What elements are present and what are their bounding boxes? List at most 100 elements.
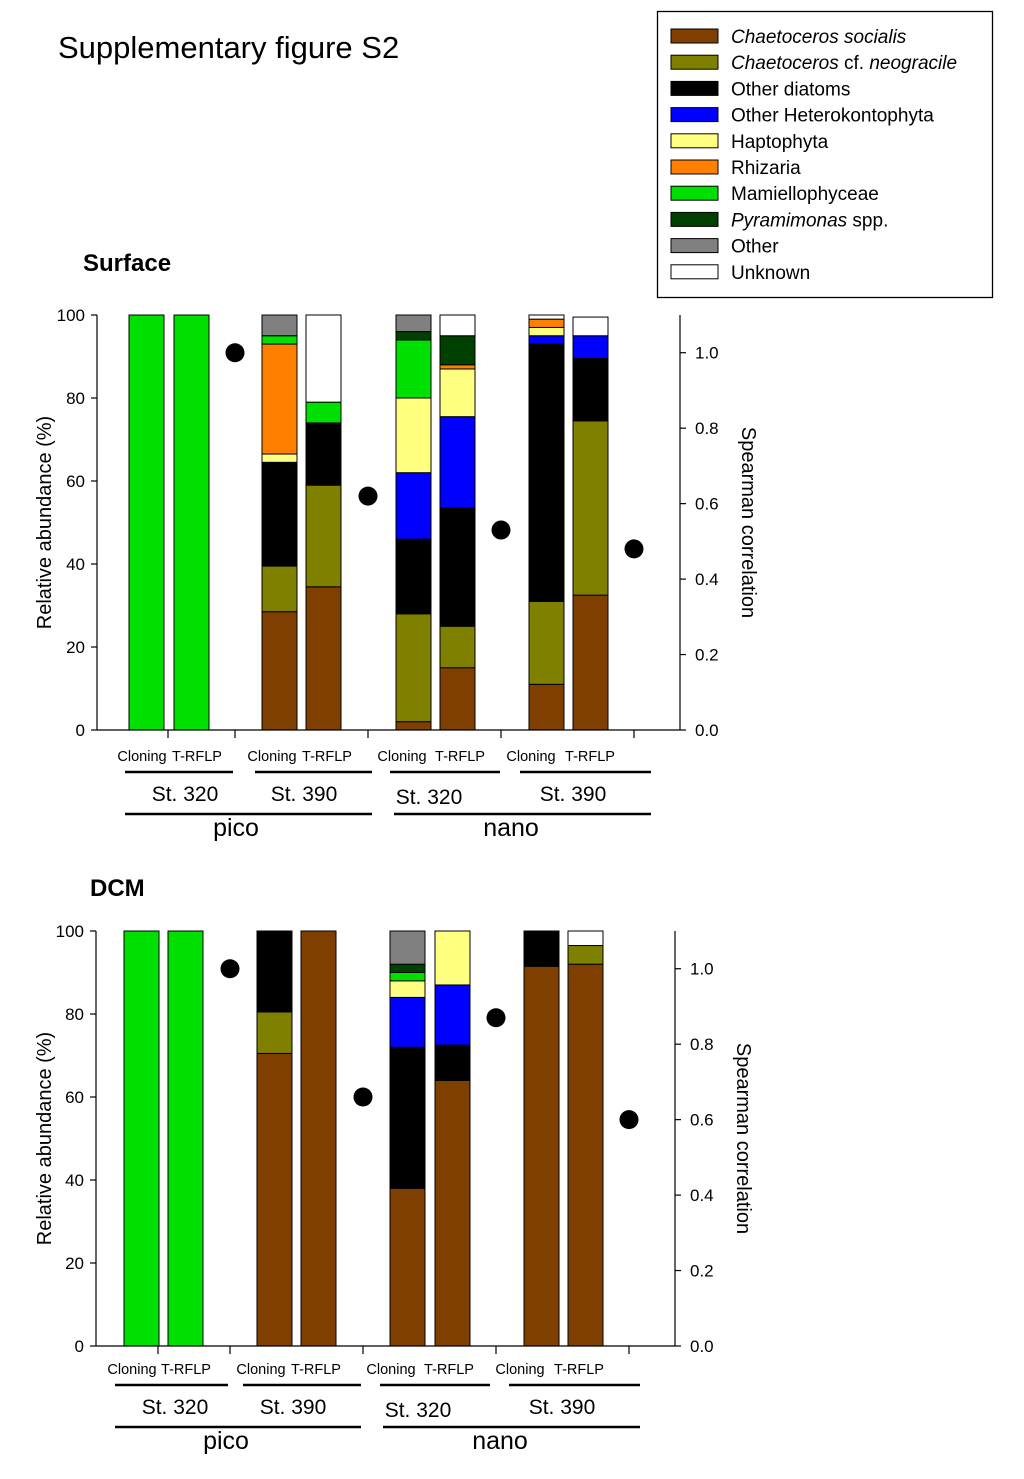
category-label: T-RFLP: [565, 749, 615, 765]
bar-segment: [528, 683, 565, 731]
bar-segment: [439, 368, 476, 418]
fraction-label: nano: [483, 814, 539, 842]
bar-segment: [572, 420, 609, 596]
legend-label: Pyramimonas spp.: [731, 210, 888, 231]
y-tick-label-right: 0.8: [695, 419, 719, 438]
bar-segment: [439, 416, 476, 509]
bar-segment: [439, 364, 476, 370]
station-label: St. 390: [540, 783, 607, 806]
legend-swatch: [670, 238, 719, 254]
bar-segment: [523, 930, 560, 967]
bar-segment: [395, 538, 432, 615]
bar-segment: [123, 930, 160, 1347]
y-axis-label-right: Spearman correlation: [732, 1043, 754, 1234]
bar-segment: [305, 401, 342, 424]
bar-segment: [261, 461, 298, 567]
y-tick-label: 80: [66, 389, 85, 408]
legend-swatch: [670, 107, 719, 123]
y-axis-label: Relative abundance (%): [34, 416, 56, 629]
category-label: T-RFLP: [302, 749, 352, 765]
legend-label: Haptophyta: [731, 132, 829, 153]
y-tick-label-right: 0.4: [695, 570, 719, 589]
y-tick-label-right: 1.0: [690, 960, 714, 979]
legend-label: Other diatoms: [731, 79, 850, 100]
y-tick-label-right: 0.6: [690, 1111, 714, 1130]
bar-segment: [167, 930, 204, 1347]
station-label: St. 390: [271, 783, 338, 806]
bar-segment: [305, 422, 342, 486]
bar-segment: [567, 930, 604, 947]
spearman-point: [486, 1008, 506, 1028]
bar-segment: [395, 331, 432, 341]
y-tick-label-right: 0.2: [690, 1262, 714, 1281]
station-label: St. 320: [396, 786, 463, 809]
station-label: St. 320: [142, 1396, 209, 1419]
category-label: Cloning: [506, 749, 555, 765]
category-label: T-RFLP: [554, 1362, 604, 1378]
bar-segment: [389, 996, 426, 1048]
station-label: St. 390: [529, 1396, 596, 1419]
y-tick-label: 60: [65, 1088, 84, 1107]
legend-swatch: [670, 264, 719, 280]
bar-segment: [395, 472, 432, 540]
y-tick-label: 0: [75, 1337, 84, 1356]
bar-segment: [395, 397, 432, 474]
y-tick-label: 20: [66, 638, 85, 657]
spearman-point: [358, 486, 378, 506]
legend-label-part: cf.: [839, 53, 870, 74]
bar-segment: [389, 1046, 426, 1189]
bar-segment: [395, 339, 432, 399]
category-label: Cloning: [236, 1362, 285, 1378]
bar-segment: [395, 314, 432, 333]
bar-segment: [256, 1011, 293, 1054]
legend-label-part: Rhizaria: [731, 158, 801, 179]
legend-swatch: [670, 211, 719, 227]
legend-swatch: [670, 54, 719, 70]
y-tick-label: 100: [57, 306, 85, 325]
bar-segment: [528, 335, 565, 345]
panel-title: DCM: [90, 875, 145, 902]
bar-segment: [439, 507, 476, 627]
dcm-panel: DCM 0 20 40 60 80 100 0.0 0.2 0.4 0.6 0.8 1.0 Relativ…: [34, 875, 754, 1455]
bar-segment: [261, 314, 298, 337]
bar-segment: [261, 335, 298, 345]
legend-swatch: [670, 28, 719, 44]
bar-segment: [389, 930, 426, 965]
legend-label: Unknown: [731, 263, 810, 284]
station-label: St. 320: [385, 1399, 452, 1422]
legend-label: Chaetoceros cf. neogracile: [731, 53, 957, 74]
y-tick-label-right: 0.0: [695, 721, 719, 740]
y-tick-label-right: 0.0: [690, 1337, 714, 1356]
fraction-label: pico: [203, 1427, 249, 1455]
figure-title: Supplementary figure S2: [58, 30, 399, 65]
spearman-point: [491, 520, 511, 540]
bar-segment: [305, 484, 342, 588]
panel-title: Surface: [83, 250, 171, 277]
bar-segment: [300, 930, 337, 1347]
spearman-point: [353, 1087, 373, 1107]
legend-label-part: Pyramimonas: [731, 210, 848, 231]
bar-segment: [389, 972, 426, 982]
bar-segment: [528, 326, 565, 337]
bar-segment: [395, 721, 432, 731]
legend-label-part: Other Heterokontophyta: [731, 106, 934, 127]
bar-segment: [439, 314, 476, 337]
bar-segment: [256, 930, 293, 1013]
y-tick-label-right: 0.4: [690, 1186, 714, 1205]
legend-label-part: neogracile: [869, 53, 957, 74]
station-label: St. 390: [260, 1396, 327, 1419]
y-tick-label-right: 0.6: [695, 495, 719, 514]
legend-label: Chaetoceros socialis: [731, 27, 907, 48]
legend-label: Other Heterokontophyta: [731, 106, 934, 127]
bar-segment: [528, 343, 565, 602]
y-tick-label: 100: [56, 922, 84, 941]
station-label: St. 320: [152, 783, 219, 806]
y-tick-label: 60: [66, 472, 85, 491]
bar-segment: [261, 453, 298, 463]
bar-segment: [439, 335, 476, 366]
category-label: Cloning: [377, 749, 426, 765]
bar-segment: [567, 963, 604, 1347]
bar-segment: [395, 613, 432, 723]
bar-segment: [173, 314, 210, 731]
spearman-point: [225, 343, 245, 363]
